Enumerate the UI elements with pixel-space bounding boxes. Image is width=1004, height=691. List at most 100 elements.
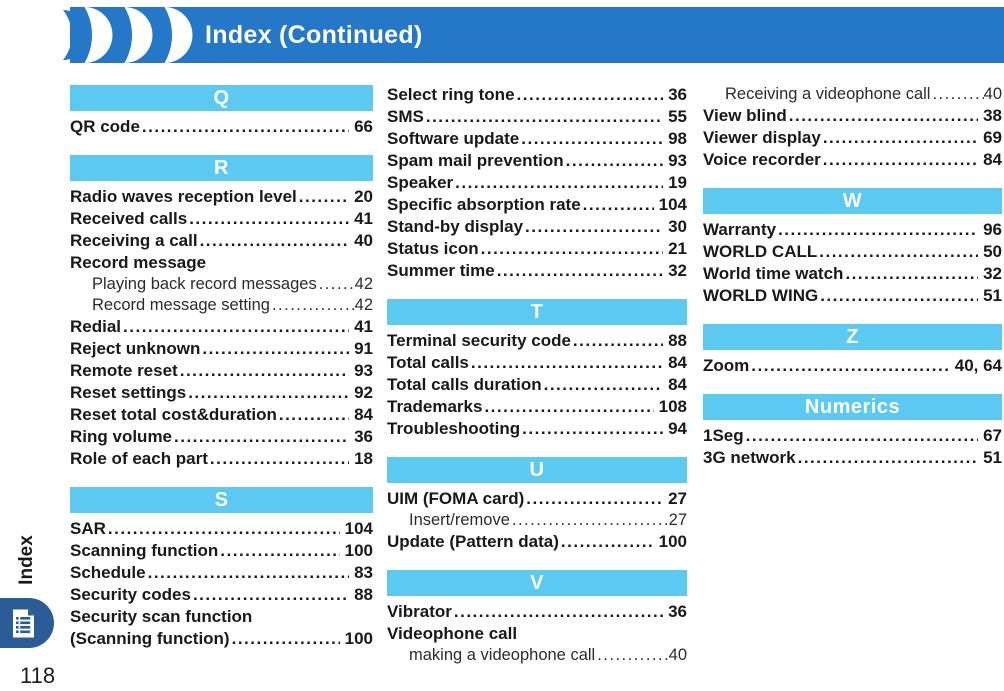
entry-label: Status icon — [387, 239, 479, 258]
entry-page-number: 40 — [983, 85, 1002, 103]
index-entry: Status icon 21 — [387, 239, 687, 261]
index-entry: Reset settings 92 — [70, 383, 373, 405]
entry-label: Trademarks — [387, 397, 483, 416]
entry-label: Reset total cost&duration — [70, 405, 277, 424]
section-header-numerics: Numerics — [703, 394, 1002, 420]
entry-label: Software update — [387, 129, 520, 148]
dot-leader — [526, 489, 663, 509]
section-letter: U — [529, 458, 545, 481]
entry-page-number: 51 — [983, 448, 1002, 467]
entry-label: Vibrator — [387, 602, 452, 621]
entry-label: View blind — [703, 106, 787, 125]
entry-label: Total calls — [387, 353, 469, 372]
dot-leader — [123, 317, 349, 337]
index-entry: SMS 55 — [387, 107, 687, 129]
entry-label: Record message — [70, 253, 207, 272]
index-entry: Troubleshooting 94 — [387, 419, 687, 441]
entry-page-number: 32 — [668, 261, 687, 280]
dot-leader — [597, 646, 668, 665]
entry-label: Stand-by display — [387, 217, 524, 236]
section-header-w: W — [703, 188, 1002, 214]
index-subentry: Insert/remove 27 — [387, 511, 687, 532]
index-entry: Zoom 40, 64 — [703, 356, 1002, 378]
entry-label: Security scan function — [70, 607, 253, 626]
entry-page-number: 92 — [354, 383, 373, 402]
entry-page-number: 27 — [668, 489, 687, 508]
dot-leader — [823, 128, 978, 148]
index-entry: Total calls duration 84 — [387, 375, 687, 397]
dot-leader — [279, 405, 349, 425]
index-subentry: making a videophone call 40 — [387, 646, 687, 667]
entry-page-number: 100 — [344, 541, 373, 560]
index-entry: View blind 38 — [703, 106, 1002, 128]
section-letter: T — [530, 300, 544, 323]
dot-leader — [497, 261, 663, 281]
entry-page-number: 51 — [983, 286, 1002, 305]
dot-leader — [517, 85, 664, 105]
dot-leader — [778, 220, 978, 240]
dot-leader — [751, 356, 949, 376]
entry-page-number: 94 — [668, 419, 687, 438]
entry-page-number: 36 — [668, 85, 687, 104]
index-entry: Received calls 41 — [70, 209, 373, 231]
entry-page-number: 67 — [983, 426, 1002, 445]
section-header-t: T — [387, 299, 687, 325]
entry-label: Security codes — [70, 585, 191, 604]
index-entry: Radio waves reception level 20 — [70, 187, 373, 209]
dot-leader — [746, 426, 978, 446]
index-entry: Warranty 96 — [703, 220, 1002, 242]
entry-page-number: 40 — [668, 646, 687, 664]
entry-label: QR code — [70, 117, 140, 136]
entry-page-number: 40 — [354, 231, 373, 250]
index-entry: Reset total cost&duration 84 — [70, 405, 373, 427]
index-chapter-tab — [0, 598, 54, 648]
entry-label: Ring volume — [70, 427, 173, 446]
index-entry: UIM (FOMA card) 27 — [387, 489, 687, 511]
index-entry: Reject unknown 91 — [70, 339, 373, 361]
index-column-1: Q QR code 66 R Radio waves reception level 20… — [70, 85, 373, 651]
entry-page-number: 50 — [983, 242, 1002, 261]
dot-leader — [202, 339, 349, 359]
dot-leader — [583, 195, 654, 215]
entry-label: Receiving a call — [70, 231, 198, 250]
entry-page-number: 93 — [354, 361, 373, 380]
dot-leader — [566, 151, 663, 171]
entry-label: Receiving a videophone call — [725, 85, 931, 103]
index-entry: Schedule 83 — [70, 563, 373, 585]
entry-page-number: 27 — [668, 511, 687, 529]
dot-leader — [455, 173, 663, 193]
dot-leader — [200, 231, 350, 251]
section-header-u: U — [387, 457, 687, 483]
index-entry: Spam mail prevention 93 — [387, 151, 687, 173]
index-entry: Security codes 88 — [70, 585, 373, 607]
index-entry: Vibrator 36 — [387, 602, 687, 624]
index-column-2: Select ring tone 36 SMS 55 Software update 98… — [387, 85, 687, 667]
dot-leader — [220, 541, 339, 561]
page-header: Index (Continued) — [55, 7, 1004, 63]
entry-label: 3G network — [703, 448, 796, 467]
entry-page-number: 108 — [658, 397, 687, 416]
entry-page-number: 32 — [983, 264, 1002, 283]
entry-label: Warranty — [703, 220, 777, 239]
section-letter: W — [842, 189, 863, 212]
entry-label: Scanning function — [70, 541, 219, 560]
dot-leader — [798, 448, 978, 468]
index-entry: Trademarks 108 — [387, 397, 687, 419]
entry-label: World time watch — [703, 264, 844, 283]
index-entry: Ring volume 36 — [70, 427, 373, 449]
index-entry: SAR 104 — [70, 519, 373, 541]
section-letter: Q — [213, 86, 230, 109]
entry-page-number: 100 — [344, 629, 373, 648]
entry-page-number: 18 — [354, 449, 373, 468]
index-entry: Redial 41 — [70, 317, 373, 339]
dot-leader — [180, 361, 349, 381]
entry-page-number: 104 — [344, 519, 373, 538]
dot-leader — [544, 375, 663, 395]
entry-page-number: 69 — [983, 128, 1002, 147]
entry-label: Terminal security code — [387, 331, 571, 350]
dot-leader — [484, 397, 653, 417]
section-header-q: Q — [70, 85, 373, 111]
dot-leader — [426, 107, 663, 127]
entry-page-number: 41 — [354, 317, 373, 336]
entry-label: Insert/remove — [409, 511, 510, 529]
